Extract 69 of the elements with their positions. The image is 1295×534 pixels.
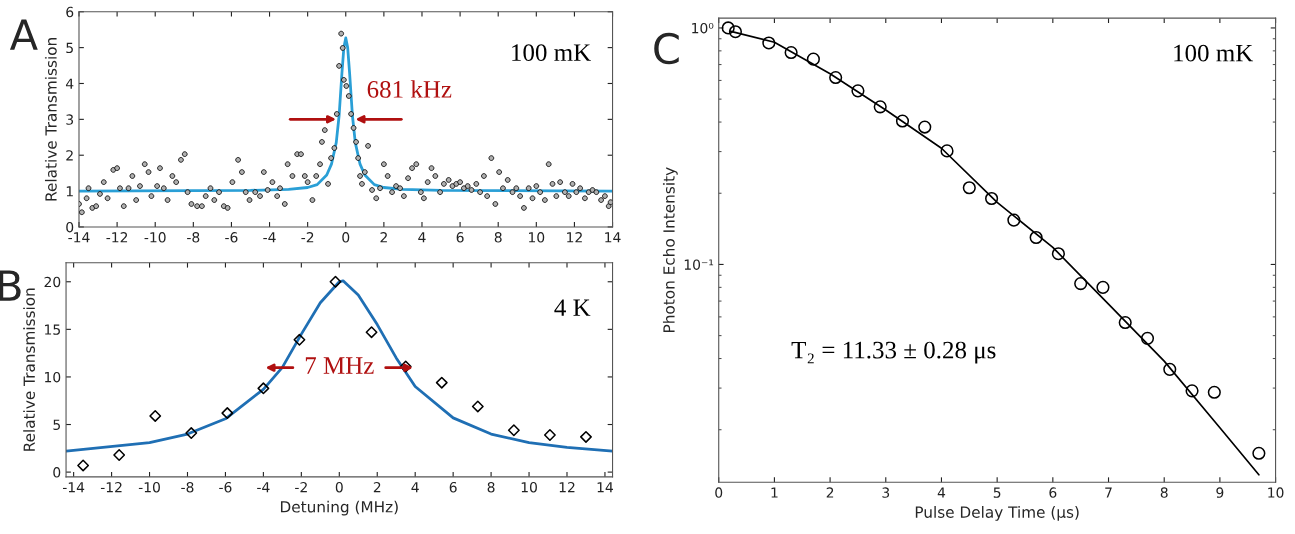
x-tick-label: 0 — [715, 487, 723, 498]
y-tick-label: 1 — [66, 186, 73, 197]
y-axis-title: Relative Transmission — [44, 38, 57, 201]
annotation: 4 K — [554, 299, 591, 316]
x-tick-label: -14 — [62, 482, 85, 493]
x-tick-label: 7 — [1105, 487, 1112, 498]
y-tick-label: 5 — [66, 42, 73, 54]
x-tick-label: -8 — [187, 232, 200, 243]
x-tick-label: 4 — [937, 487, 946, 498]
x-tick-label: -2 — [295, 481, 307, 493]
x-tick-label: 4 — [411, 482, 419, 493]
annotation: 100 mK — [1174, 44, 1254, 62]
x-tick-label: 6 — [456, 232, 464, 243]
x-axis-title: Detuning (MHz) — [280, 500, 398, 516]
x-tick-label: 1 — [771, 487, 778, 498]
x-tick-label: -10 — [138, 481, 160, 493]
x-tick-label: 10 — [521, 481, 537, 493]
y-tick-label: 3 — [66, 114, 74, 125]
y-tick-label: 6 — [66, 6, 74, 18]
x-tick-label: 6 — [449, 481, 457, 493]
x-tick-label: 8 — [494, 232, 502, 243]
x-tick-label: 12 — [567, 232, 582, 243]
x-tick-label: -12 — [106, 232, 128, 243]
y-axis-title: Relative Transmission — [23, 288, 35, 451]
x-tick-label: -4 — [257, 482, 270, 493]
y-tick-label: 2 — [66, 150, 73, 161]
x-tick-label: 4 — [418, 232, 426, 243]
x-tick-label: 0 — [335, 481, 343, 493]
x-axis-title: Pulse Delay Time (μs) — [915, 506, 1079, 521]
x-tick-label: 14 — [597, 482, 613, 493]
y-tick-label: 10⁰ — [692, 22, 714, 34]
x-tick-label: 8 — [1160, 487, 1168, 498]
x-tick-label: -12 — [100, 481, 122, 493]
annotation: 7 MHz — [305, 357, 374, 374]
x-tick-label: 6 — [1049, 487, 1057, 498]
y-tick-label: 20 — [44, 276, 61, 288]
annotation: T₂ = 11.33 ± 0.28 μs — [791, 341, 996, 364]
x-tick-label: -6 — [225, 232, 238, 243]
annotation: 100 mK — [512, 44, 591, 62]
y-tick-label: 5 — [53, 419, 60, 430]
x-tick-label: -2 — [301, 232, 314, 243]
y-tick-label: 4 — [65, 78, 74, 89]
x-tick-label: -14 — [68, 232, 90, 243]
y-tick-label: 0 — [66, 221, 74, 233]
x-tick-label: 8 — [487, 481, 495, 493]
y-axis-title: Photon Echo Intensity — [662, 167, 678, 332]
chart-title: B — [0, 270, 21, 301]
x-tick-label: 3 — [882, 487, 890, 498]
x-tick-label: -8 — [181, 481, 194, 493]
x-tick-label: 10 — [529, 232, 545, 243]
y-tick-label: 0 — [53, 467, 61, 478]
y-tick-label: 10 — [45, 371, 61, 383]
x-tick-label: 14 — [605, 232, 621, 243]
y-tick-label: 15 — [45, 324, 60, 335]
x-tick-label: 2 — [826, 487, 834, 498]
x-tick-label: -10 — [144, 232, 166, 243]
chart-title: A — [9, 19, 38, 50]
x-tick-label: 12 — [559, 481, 575, 493]
x-tick-label: 2 — [373, 481, 381, 493]
chart-title: C — [654, 32, 679, 65]
y-tick-label: 10⁻¹ — [684, 259, 714, 270]
x-tick-label: 2 — [380, 232, 387, 243]
x-tick-label: 5 — [993, 487, 1001, 498]
x-tick-label: 10 — [1268, 487, 1284, 498]
x-tick-label: -6 — [219, 481, 232, 493]
x-tick-label: -4 — [263, 232, 276, 243]
x-tick-label: 0 — [342, 232, 350, 243]
annotation: 681 kHz — [367, 80, 452, 98]
x-tick-label: 9 — [1216, 487, 1224, 498]
